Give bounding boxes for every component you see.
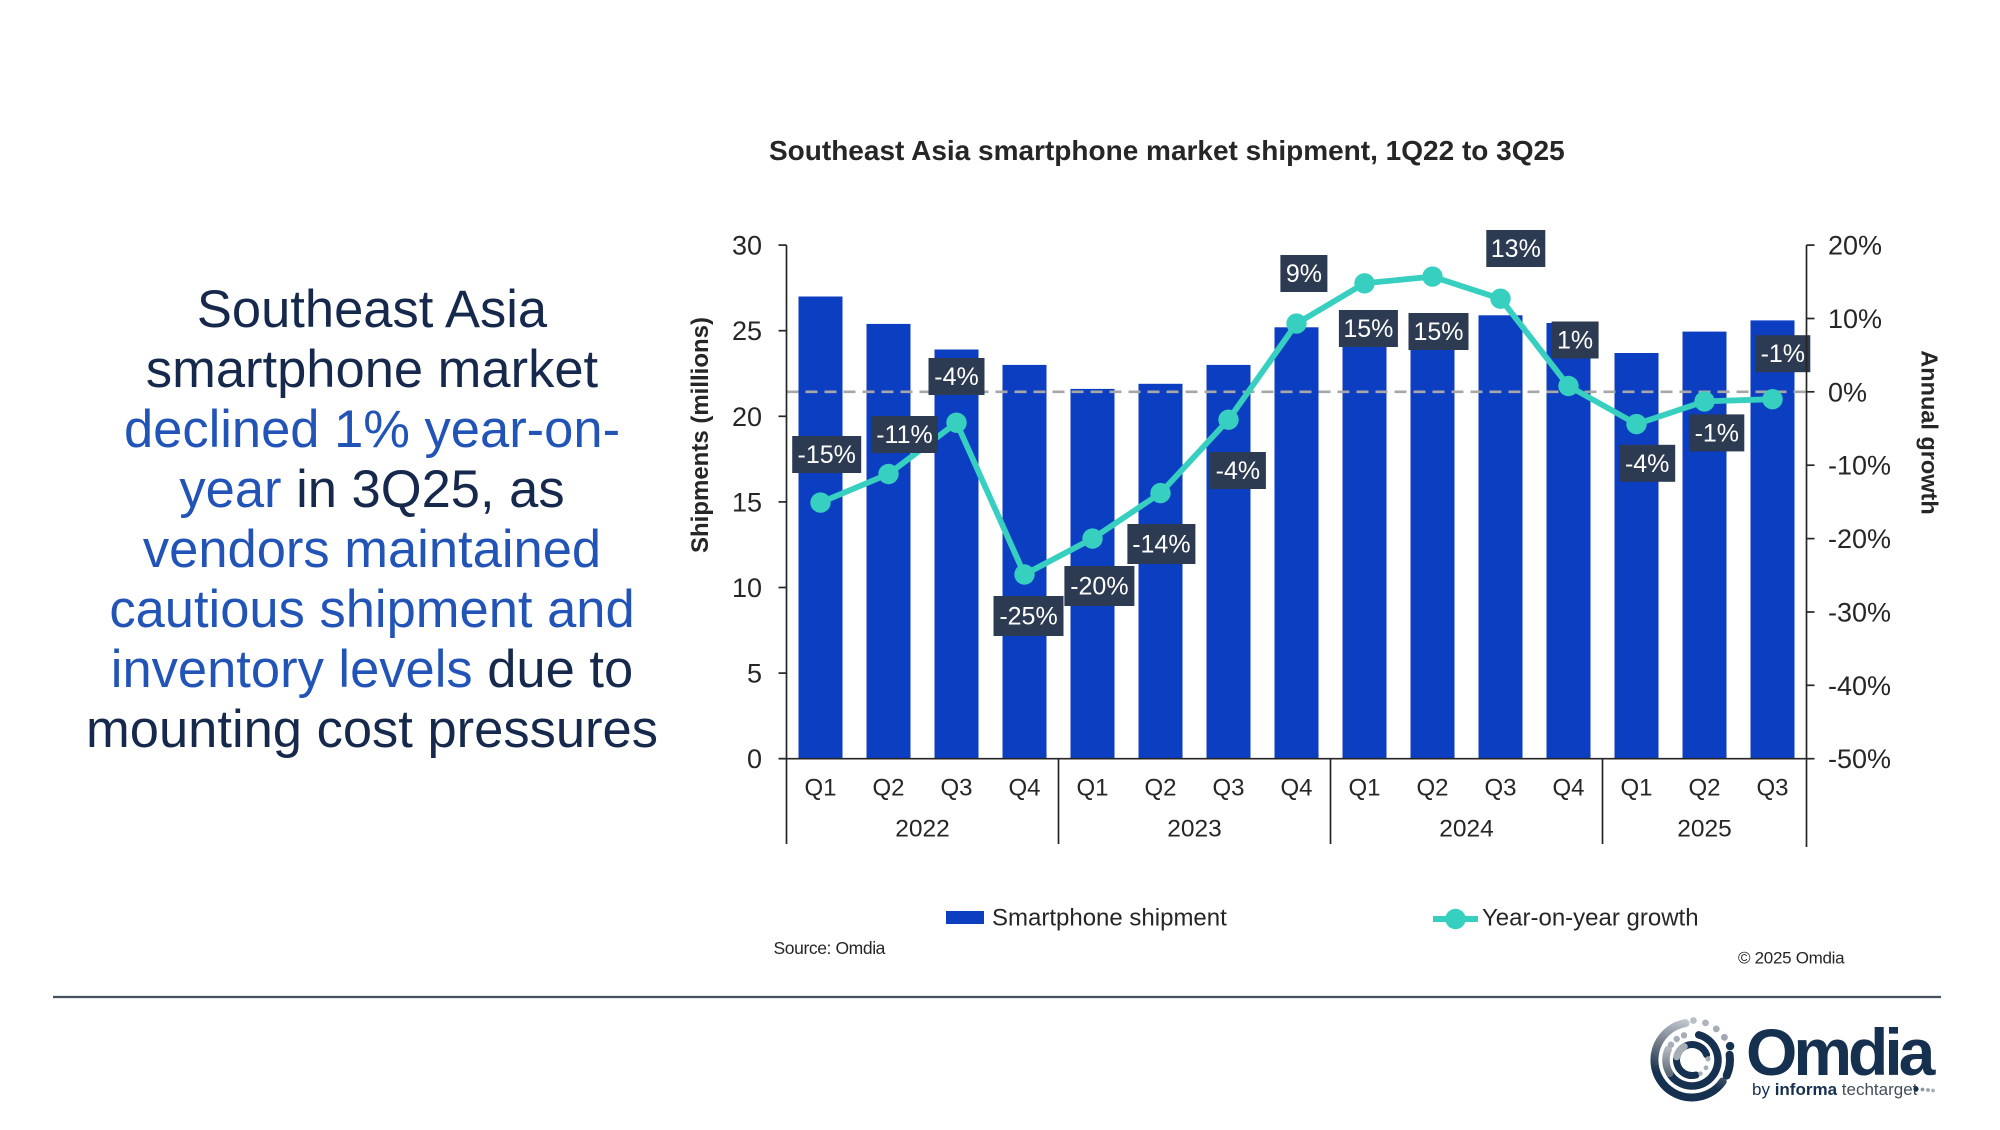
svg-text:Annual growth: Annual growth xyxy=(1917,350,1943,514)
svg-text:Q2: Q2 xyxy=(872,775,904,802)
svg-text:Q1: Q1 xyxy=(1076,775,1108,802)
svg-text:2024: 2024 xyxy=(1439,816,1494,843)
svg-text:Year-on-year growth: Year-on-year growth xyxy=(1482,905,1699,932)
svg-text:-14%: -14% xyxy=(1132,531,1190,559)
svg-text:20: 20 xyxy=(732,402,762,432)
svg-text:© 2025 Omdia: © 2025 Omdia xyxy=(1738,949,1845,968)
svg-text:-11%: -11% xyxy=(876,421,933,449)
svg-text:20%: 20% xyxy=(1828,231,1882,261)
svg-text:15%: 15% xyxy=(1343,315,1393,343)
svg-text:Southeast Asia smartphone mark: Southeast Asia smartphone market shipmen… xyxy=(769,135,1565,166)
svg-text:0: 0 xyxy=(747,744,762,774)
svg-text:10%: 10% xyxy=(1828,304,1882,334)
svg-text:Shipments (millions): Shipments (millions) xyxy=(687,317,714,553)
svg-text:2023: 2023 xyxy=(1167,816,1222,843)
svg-text:-25%: -25% xyxy=(999,603,1057,631)
svg-text:Q1: Q1 xyxy=(804,775,836,802)
svg-text:0%: 0% xyxy=(1828,377,1867,407)
svg-text:-4%: -4% xyxy=(934,363,978,391)
svg-text:Q3: Q3 xyxy=(1756,775,1788,802)
svg-text:-4%: -4% xyxy=(1216,457,1260,485)
svg-text:-4%: -4% xyxy=(1625,450,1669,478)
svg-text:-50%: -50% xyxy=(1828,744,1891,774)
svg-text:15: 15 xyxy=(732,487,762,517)
svg-text:13%: 13% xyxy=(1491,235,1541,263)
svg-text:Omdia: Omdia xyxy=(1746,1015,1937,1089)
svg-text:Q2: Q2 xyxy=(1416,775,1448,802)
svg-text:Q4: Q4 xyxy=(1008,775,1040,802)
svg-text:-40%: -40% xyxy=(1828,671,1891,701)
svg-text:Q2: Q2 xyxy=(1688,775,1720,802)
svg-text:Q3: Q3 xyxy=(1484,775,1516,802)
svg-text:25: 25 xyxy=(732,316,762,346)
svg-text:Q3: Q3 xyxy=(940,775,972,802)
svg-text:-1%: -1% xyxy=(1761,340,1805,368)
svg-text:Source: Omdia: Source: Omdia xyxy=(774,938,886,958)
svg-text:1%: 1% xyxy=(1557,327,1593,355)
svg-text:Q1: Q1 xyxy=(1348,775,1380,802)
svg-text:15%: 15% xyxy=(1413,318,1463,346)
svg-text:-1%: -1% xyxy=(1695,419,1739,447)
svg-text:-20%: -20% xyxy=(1070,573,1128,601)
svg-text:9%: 9% xyxy=(1286,260,1322,288)
svg-text:30: 30 xyxy=(732,231,762,261)
svg-text:Q4: Q4 xyxy=(1552,775,1584,802)
svg-text:-15%: -15% xyxy=(798,441,856,469)
svg-text:by informa techtarget: by informa techtarget xyxy=(1752,1080,1918,1099)
svg-text:Q2: Q2 xyxy=(1144,775,1176,802)
svg-text:2022: 2022 xyxy=(895,816,950,843)
svg-text:-20%: -20% xyxy=(1828,524,1891,554)
svg-text:Smartphone shipment: Smartphone shipment xyxy=(992,905,1227,932)
svg-text:5: 5 xyxy=(747,659,762,689)
svg-text:Q4: Q4 xyxy=(1280,775,1312,802)
svg-text:Q3: Q3 xyxy=(1212,775,1244,802)
svg-text:-10%: -10% xyxy=(1828,451,1891,481)
svg-text:Q1: Q1 xyxy=(1620,775,1652,802)
svg-text:10: 10 xyxy=(732,573,762,603)
svg-text:2025: 2025 xyxy=(1677,816,1732,843)
svg-text:-30%: -30% xyxy=(1828,598,1891,628)
